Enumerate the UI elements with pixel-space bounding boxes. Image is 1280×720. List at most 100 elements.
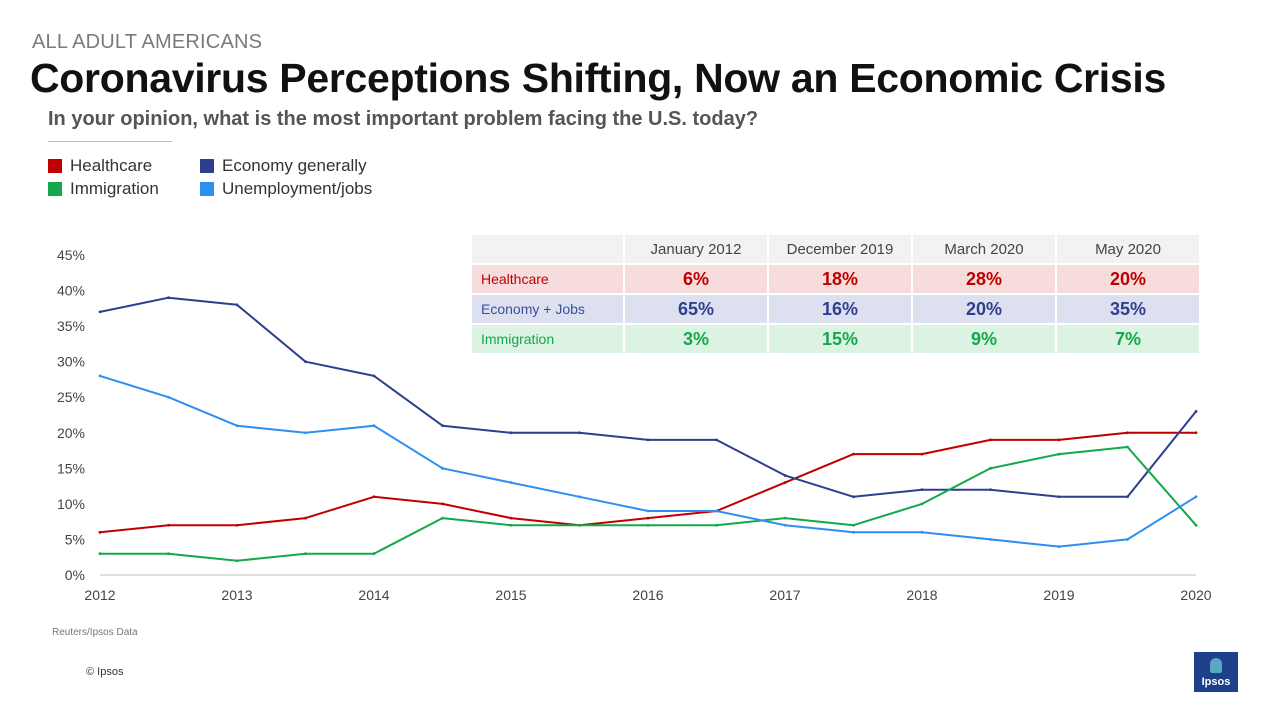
data-point-immigration — [1057, 452, 1061, 456]
data-point-immigration — [98, 552, 102, 556]
data-point-immigration — [1194, 523, 1198, 527]
data-point-economy-generally — [98, 310, 102, 314]
y-tick-label: 15% — [57, 460, 85, 476]
row-label: Immigration — [472, 325, 623, 353]
data-point-unemployment-jobs — [578, 495, 581, 499]
summary-table: January 2012 December 2019 March 2020 Ma… — [470, 233, 1201, 355]
data-point-healthcare — [920, 452, 924, 456]
data-point-unemployment-jobs — [235, 424, 239, 428]
y-tick-label: 40% — [57, 283, 85, 299]
table-row: Economy + Jobs 65% 16% 20% 35% — [472, 295, 1199, 323]
source-note: Reuters/Ipsos Data — [52, 627, 138, 638]
x-tick-label: 2017 — [769, 587, 800, 603]
data-point-immigration — [646, 523, 650, 527]
data-point-immigration — [989, 466, 992, 470]
data-point-unemployment-jobs — [852, 530, 855, 534]
y-tick-label: 25% — [57, 389, 85, 405]
page-title: Coronavirus Perceptions Shifting, Now an… — [30, 55, 1166, 101]
legend-label: Immigration — [70, 179, 159, 198]
x-tick-label: 2020 — [1180, 587, 1211, 603]
table-cell: 16% — [769, 295, 911, 323]
y-tick-label: 30% — [57, 354, 85, 370]
data-point-immigration — [1126, 445, 1129, 449]
x-tick-label: 2013 — [221, 587, 252, 603]
data-point-unemployment-jobs — [1126, 538, 1129, 541]
data-point-healthcare — [441, 502, 444, 506]
data-point-healthcare — [235, 523, 239, 527]
data-point-unemployment-jobs — [372, 424, 376, 428]
table-cell: 35% — [1057, 295, 1199, 323]
data-point-healthcare — [167, 523, 170, 527]
data-point-economy-generally — [167, 296, 170, 300]
data-point-economy-generally — [715, 438, 718, 442]
table-cell: 18% — [769, 265, 911, 293]
table-cell: 28% — [913, 265, 1055, 293]
data-point-unemployment-jobs — [98, 374, 102, 378]
data-point-healthcare — [1057, 438, 1061, 442]
legend-item-economy: Economy generally — [200, 156, 367, 176]
data-point-unemployment-jobs — [783, 523, 787, 527]
y-tick-label: 5% — [65, 531, 85, 547]
data-point-healthcare — [372, 495, 376, 499]
legend-item-healthcare: Healthcare — [48, 156, 152, 176]
data-point-healthcare — [98, 530, 102, 534]
legend-label: Healthcare — [70, 156, 153, 175]
x-tick-label: 2016 — [632, 587, 663, 603]
data-point-healthcare — [509, 516, 513, 520]
data-point-immigration — [852, 523, 855, 527]
data-point-immigration — [783, 516, 787, 520]
data-point-immigration — [509, 523, 513, 527]
series-line-unemployment-jobs — [99, 374, 1197, 548]
data-point-immigration — [167, 552, 170, 556]
data-point-immigration — [304, 552, 307, 556]
line-chart: 0%5%10%15%20%25%30%35%40%45%2012 2013 2014… — [57, 247, 1212, 603]
data-point-economy-generally — [441, 424, 444, 428]
legend-item-unemployment: Unemployment/jobs — [200, 179, 372, 199]
y-tick-label: 0% — [65, 567, 85, 583]
data-point-economy-generally — [1194, 410, 1198, 413]
data-point-healthcare — [304, 516, 307, 520]
y-tick-label: 35% — [57, 318, 85, 334]
data-point-unemployment-jobs — [167, 395, 170, 399]
data-point-economy-generally — [852, 495, 855, 499]
table-cell: 7% — [1057, 325, 1199, 353]
data-point-economy-generally — [304, 360, 307, 364]
divider — [48, 141, 172, 142]
data-point-economy-generally — [646, 438, 650, 442]
logo-text: Ipsos — [1201, 676, 1231, 688]
data-point-economy-generally — [1126, 495, 1129, 499]
column-header: January 2012 — [625, 235, 767, 263]
logo-mark-icon — [1210, 658, 1222, 673]
table-row: Healthcare 6% 18% 28% 20% — [472, 265, 1199, 293]
table-cell: 20% — [913, 295, 1055, 323]
data-point-immigration — [372, 552, 376, 556]
data-point-unemployment-jobs — [1057, 545, 1061, 548]
data-point-economy-generally — [578, 431, 581, 435]
data-point-immigration — [715, 523, 718, 527]
data-point-healthcare — [646, 516, 650, 520]
data-point-unemployment-jobs — [441, 466, 444, 470]
data-point-unemployment-jobs — [646, 509, 650, 513]
table-row: Immigration 3% 15% 9% 7% — [472, 325, 1199, 353]
data-point-healthcare — [989, 438, 992, 442]
column-header: December 2019 — [769, 235, 911, 263]
data-point-immigration — [920, 502, 924, 506]
data-point-immigration — [441, 516, 444, 520]
x-tick-label: 2018 — [906, 587, 937, 603]
data-point-healthcare — [1194, 431, 1198, 435]
data-point-unemployment-jobs — [715, 509, 718, 513]
kicker: ALL ADULT AMERICANS — [32, 31, 263, 53]
legend-swatch-healthcare — [48, 159, 62, 173]
data-point-economy-generally — [509, 431, 513, 435]
legend-swatch-unemployment — [200, 182, 214, 196]
table-cell: 3% — [625, 325, 767, 353]
data-point-healthcare — [852, 452, 855, 456]
data-point-unemployment-jobs — [989, 538, 992, 541]
copyright: © Ipsos — [86, 666, 124, 678]
column-header: May 2020 — [1057, 235, 1199, 263]
column-header: March 2020 — [913, 235, 1055, 263]
data-point-healthcare — [1126, 431, 1129, 435]
x-tick-label: 2015 — [495, 587, 526, 603]
row-label: Economy + Jobs — [472, 295, 623, 323]
table-corner — [472, 235, 623, 263]
